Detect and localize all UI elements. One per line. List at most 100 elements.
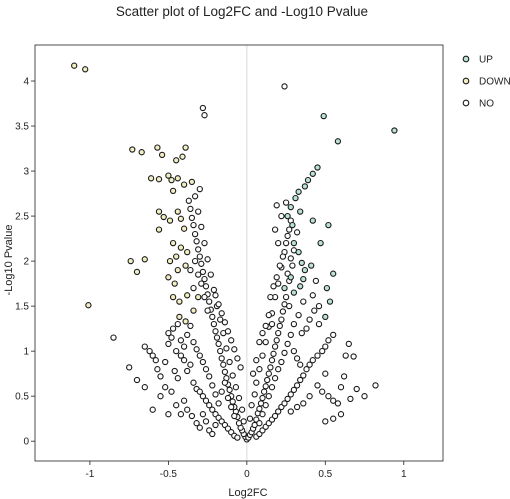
point-no xyxy=(193,420,200,427)
point-no xyxy=(207,271,214,278)
point-down xyxy=(174,175,181,182)
point-no xyxy=(173,402,180,409)
point-no xyxy=(218,388,225,395)
point-no xyxy=(221,368,229,376)
point-no xyxy=(271,343,279,350)
point-up xyxy=(320,112,327,120)
point-up xyxy=(325,221,332,229)
point-no xyxy=(334,400,342,407)
point-no xyxy=(314,382,321,389)
point-up xyxy=(301,183,309,190)
point-no xyxy=(265,311,272,319)
point-no xyxy=(273,274,280,281)
point-no xyxy=(312,277,320,285)
point-up xyxy=(322,313,329,321)
point-down xyxy=(180,225,188,232)
point-up xyxy=(289,221,296,229)
point-no xyxy=(190,338,197,346)
point-no xyxy=(306,393,313,400)
point-no xyxy=(306,316,313,323)
point-no xyxy=(256,366,263,373)
point-no xyxy=(231,346,238,353)
point-no xyxy=(347,395,354,403)
point-no xyxy=(202,366,210,373)
point-no xyxy=(209,430,216,438)
point-up xyxy=(287,274,294,281)
point-no xyxy=(372,382,379,389)
point-no xyxy=(221,319,229,326)
point-no xyxy=(306,361,313,368)
point-no xyxy=(271,375,279,382)
point-no xyxy=(235,394,243,402)
y-tick-label: 1.5 xyxy=(15,302,29,313)
point-no xyxy=(293,382,301,389)
point-no xyxy=(171,367,178,375)
point-no xyxy=(168,334,175,341)
point-down xyxy=(177,215,185,222)
point-no xyxy=(193,346,200,353)
point-up xyxy=(309,170,316,177)
point-down xyxy=(182,144,189,151)
point-no xyxy=(226,386,233,394)
point-no xyxy=(184,331,191,339)
legend-marker-down xyxy=(462,77,470,85)
point-no xyxy=(201,112,208,119)
point-no xyxy=(237,364,244,371)
point-down xyxy=(82,66,89,73)
point-up xyxy=(295,248,302,256)
point-up xyxy=(297,283,304,290)
point-no xyxy=(141,384,148,391)
point-up xyxy=(317,239,324,247)
x-tick-label: 0 xyxy=(244,469,250,480)
point-down xyxy=(169,293,177,301)
point-no xyxy=(215,340,222,348)
point-no xyxy=(196,352,203,359)
point-up xyxy=(323,284,331,292)
point-no xyxy=(221,379,229,386)
y-tick-label: 1 xyxy=(23,347,29,358)
point-no xyxy=(195,271,202,278)
point-up xyxy=(330,270,337,277)
point-down xyxy=(158,151,166,159)
point-up xyxy=(300,275,307,283)
point-up xyxy=(290,239,298,247)
point-no xyxy=(268,320,276,328)
point-no xyxy=(330,331,337,339)
point-no xyxy=(154,366,161,373)
point-no xyxy=(210,286,218,294)
point-no xyxy=(290,320,298,328)
point-no xyxy=(262,322,269,330)
point-no xyxy=(228,337,235,344)
point-down xyxy=(184,248,191,256)
point-no xyxy=(231,412,238,420)
legend: UP DOWN NO xyxy=(462,55,510,110)
point-no xyxy=(188,412,196,420)
point-up xyxy=(281,284,288,292)
point-up xyxy=(292,194,299,202)
point-no xyxy=(190,221,197,229)
point-no xyxy=(229,372,236,379)
point-no xyxy=(286,226,293,233)
point-no xyxy=(226,358,233,366)
point-no xyxy=(290,386,298,394)
point-no xyxy=(273,202,280,209)
point-no xyxy=(196,424,203,431)
point-down xyxy=(133,268,141,276)
point-no xyxy=(276,322,283,330)
point-no xyxy=(165,411,172,418)
point-no xyxy=(162,358,169,366)
point-no xyxy=(188,214,196,222)
point-down xyxy=(166,217,174,224)
point-down xyxy=(182,318,189,325)
point-no xyxy=(282,293,290,301)
point-no xyxy=(251,391,258,398)
point-no xyxy=(262,383,269,390)
x-tick-label: 1 xyxy=(401,469,407,480)
point-no xyxy=(275,329,282,337)
point-no xyxy=(289,262,296,269)
point-no xyxy=(350,353,357,360)
point-no xyxy=(287,408,294,415)
x-axis-label: Log2FC xyxy=(228,487,267,499)
point-no xyxy=(275,280,282,287)
point-no xyxy=(199,411,207,418)
